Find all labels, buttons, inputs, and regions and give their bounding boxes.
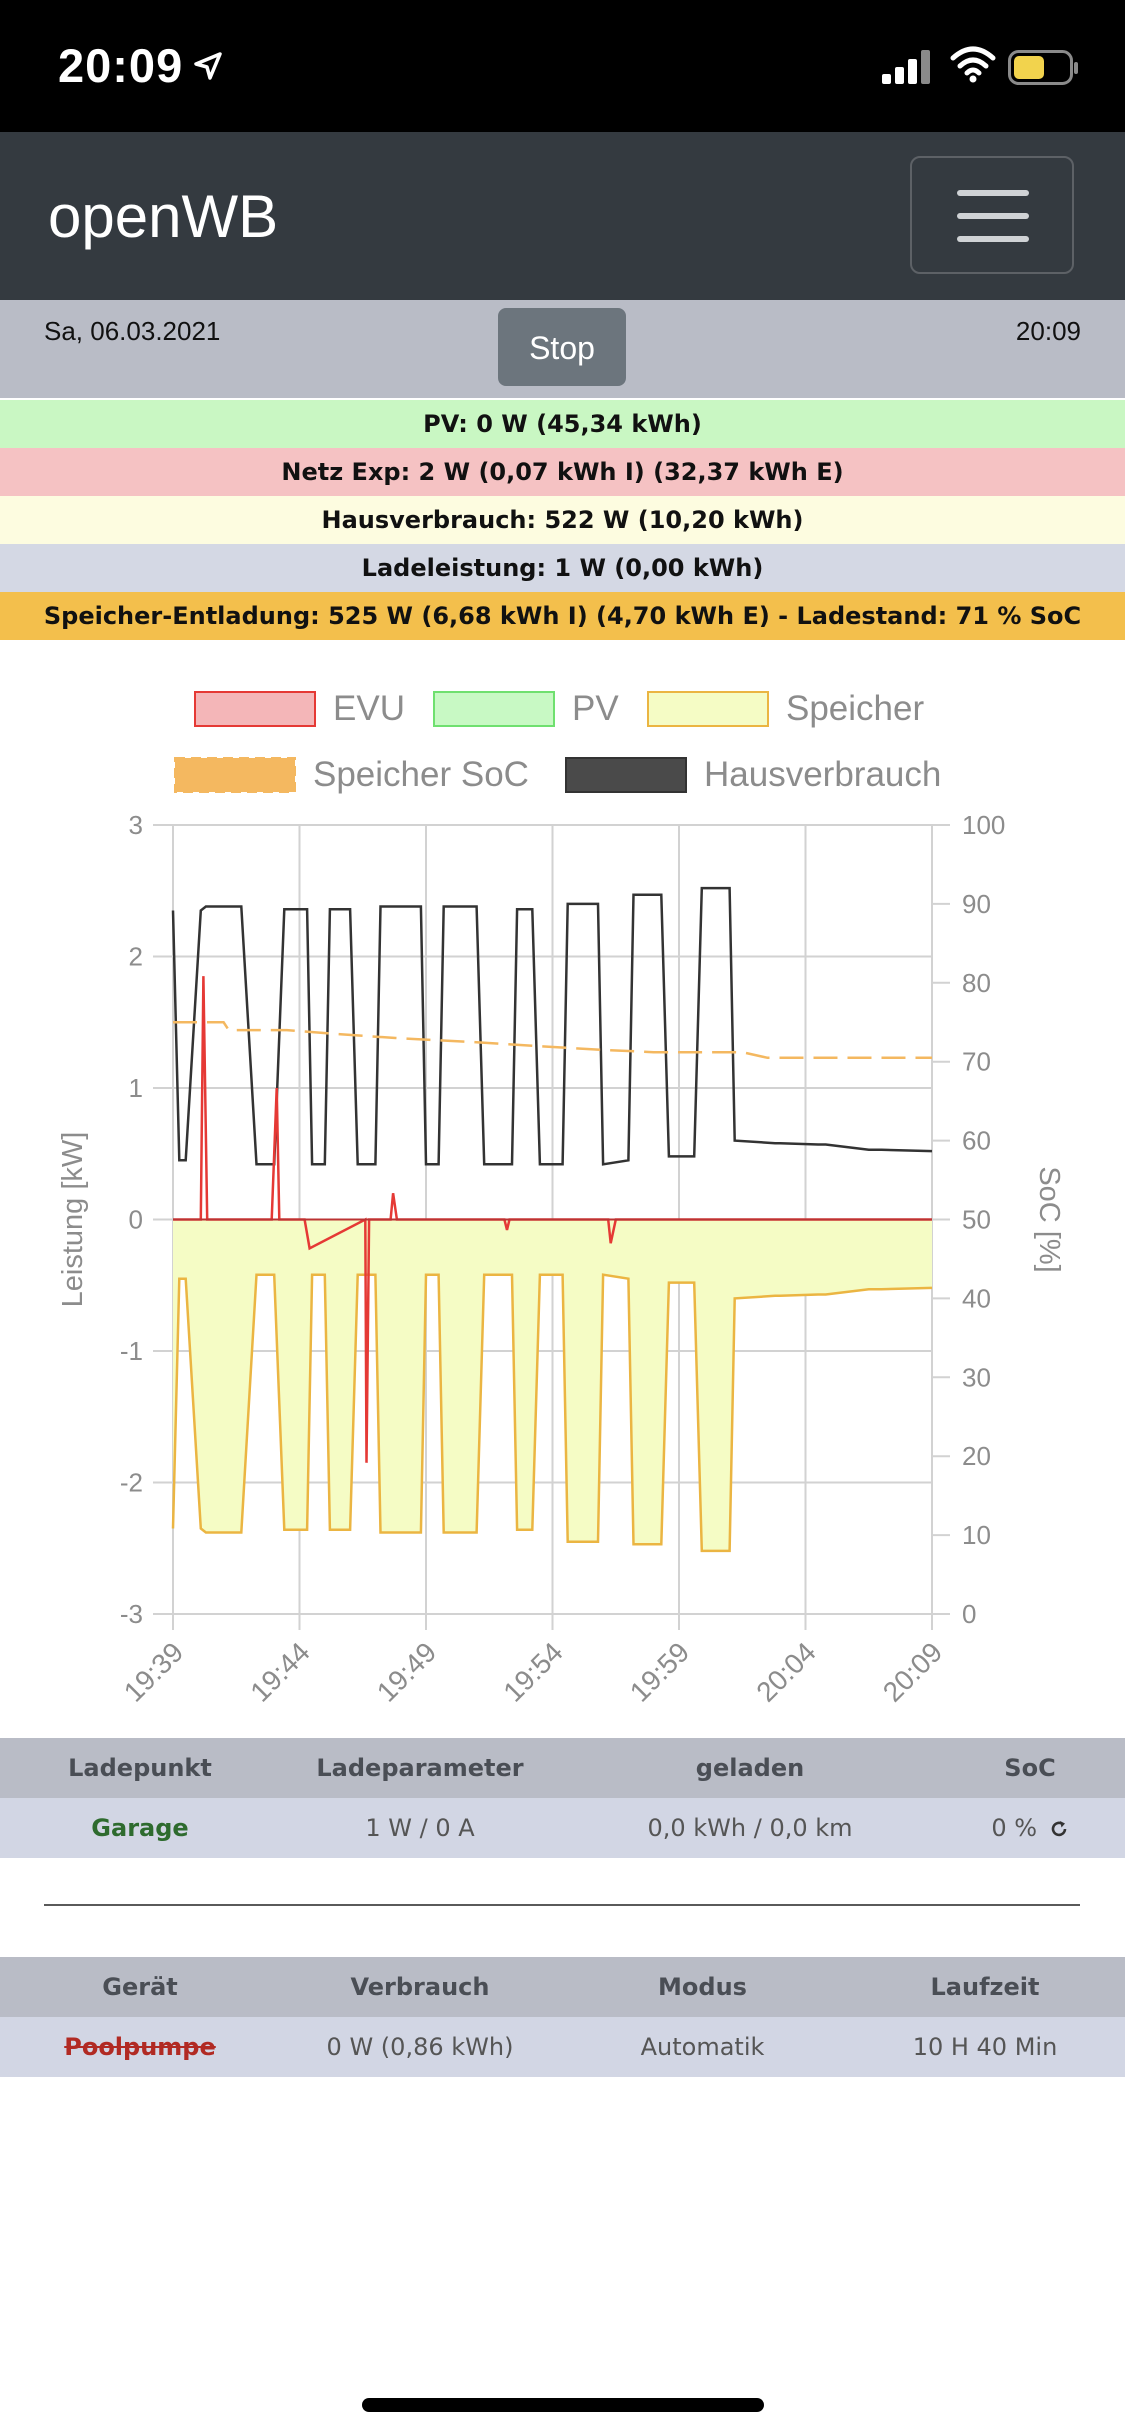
x-tick-label: 19:44 xyxy=(244,1636,315,1707)
y2-tick-label: 70 xyxy=(962,1047,991,1077)
series-hausverbrauch-line xyxy=(171,886,933,1166)
y-tick-label: -3 xyxy=(120,1599,143,1629)
power-chart: EVU PV Speicher Speicher SoC Hausverbrauch 3… xyxy=(0,640,1125,1730)
legend-label-speicher: Speicher xyxy=(786,689,924,728)
x-tick-label: 20:09 xyxy=(877,1636,948,1707)
y-tick-label: -2 xyxy=(120,1468,143,1498)
legend-label-pv: PV xyxy=(572,689,619,728)
stop-button[interactable]: Stop xyxy=(498,308,626,386)
legend-swatch-pv xyxy=(433,691,555,727)
y2-tick-label: 10 xyxy=(962,1520,991,1550)
refresh-icon[interactable] xyxy=(1049,1819,1069,1839)
hamburger-menu-icon-line xyxy=(957,213,1029,219)
x-tick-label: 19:59 xyxy=(624,1636,695,1707)
x-tick-label: 19:54 xyxy=(497,1636,568,1707)
series-speicher-line xyxy=(171,1273,933,1553)
series-speicher-area xyxy=(173,1219,932,1551)
chart-series xyxy=(171,886,933,1553)
header-ladepunkt: Ladepunkt xyxy=(68,1754,212,1782)
cellular-signal-icon xyxy=(882,50,930,84)
y2-tick-label: 20 xyxy=(962,1441,991,1471)
geraet-name-poolpumpe[interactable]: Poolpumpe xyxy=(64,2033,216,2061)
legend-swatch-speicher-soc xyxy=(174,757,296,793)
y2-tick-label: 80 xyxy=(962,968,991,998)
menu-toggle-button[interactable] xyxy=(910,156,1074,274)
netz-status: Netz Exp: 2 W (0,07 kWh I) (32,37 kWh E) xyxy=(0,448,1125,496)
ladepunkt-table-header: Ladepunkt Ladeparameter geladen SoC xyxy=(0,1738,1125,1798)
hausverbrauch-status: Hausverbrauch: 522 W (10,20 kWh) xyxy=(0,496,1125,544)
battery-icon xyxy=(1008,50,1078,85)
ladepunkt-name-garage[interactable]: Garage xyxy=(91,1814,189,1842)
legend-swatch-speicher xyxy=(647,691,769,727)
modus-value: Automatik xyxy=(640,2033,765,2061)
header-modus: Modus xyxy=(658,1973,747,2001)
pv-status: PV: 0 W (45,34 kWh) xyxy=(0,400,1125,448)
header-soc: SoC xyxy=(1004,1754,1056,1782)
navbar: openWB xyxy=(0,132,1125,300)
time-label: 20:09 xyxy=(1015,316,1081,346)
geraet-table-header: Gerät Verbrauch Modus Laufzeit xyxy=(0,1957,1125,2017)
y2-tick-label: 0 xyxy=(962,1599,976,1629)
x-tick-label: 19:39 xyxy=(118,1636,189,1707)
y-tick-label: 1 xyxy=(129,1073,143,1103)
wifi-icon xyxy=(950,46,996,83)
verbrauch-value: 0 W (0,86 kWh) xyxy=(326,2033,514,2061)
header-geladen: geladen xyxy=(695,1754,805,1782)
y-tick-label: 0 xyxy=(129,1205,143,1235)
status-time: 20:09 xyxy=(58,39,184,92)
section-divider xyxy=(44,1904,1080,1906)
y2-tick-label: 90 xyxy=(962,889,991,919)
series-speicher-soc-line xyxy=(173,1021,932,1060)
info-row: Sa, 06.03.2021 Stop 20:09 xyxy=(0,300,1125,398)
table-row: Garage 1 W / 0 A 0,0 kWh / 0,0 km 0 % xyxy=(0,1798,1125,1858)
y2-tick-label: 40 xyxy=(962,1283,991,1313)
legend-label-evu: EVU xyxy=(333,689,405,728)
legend-label-hausverbrauch: Hausverbrauch xyxy=(704,755,941,794)
home-indicator[interactable] xyxy=(362,2398,764,2412)
header-laufzeit: Laufzeit xyxy=(930,1973,1040,2001)
y2-tick-label: 30 xyxy=(962,1362,991,1392)
soc-value: 0 % xyxy=(991,1814,1038,1842)
laufzeit-value: 10 H 40 Min xyxy=(912,2033,1058,2061)
header-ladeparameter: Ladeparameter xyxy=(316,1754,524,1782)
ladeleistung-status: Ladeleistung: 1 W (0,00 kWh) xyxy=(0,544,1125,592)
chart-legend: EVU PV Speicher Speicher SoC Hausverbrauch xyxy=(174,689,941,794)
y-axis-label: Leistung [kW] xyxy=(57,1132,89,1308)
brand-title[interactable]: openWB xyxy=(48,183,279,250)
power-chart-svg: EVU PV Speicher Speicher SoC Hausverbrauch 3… xyxy=(57,689,1065,1708)
date-label: Sa, 06.03.2021 xyxy=(44,316,221,346)
y-tick-label: 2 xyxy=(129,942,143,972)
legend-label-speicher-soc: Speicher SoC xyxy=(313,755,529,794)
soc-cell: 0 % xyxy=(930,1798,1125,1858)
geladen-value: 0,0 kWh / 0,0 km xyxy=(647,1814,853,1842)
legend-swatch-hausverbrauch xyxy=(565,757,687,793)
y2-tick-label: 100 xyxy=(962,810,1005,840)
ladeparameter-value: 1 W / 0 A xyxy=(365,1814,475,1842)
table-row: Poolpumpe 0 W (0,86 kWh) Automatik 10 H … xyxy=(0,2017,1125,2077)
x-tick-label: 19:49 xyxy=(371,1636,442,1707)
y-tick-label: 3 xyxy=(129,810,143,840)
header-geraet: Gerät xyxy=(102,1973,178,2001)
hamburger-menu-icon xyxy=(957,190,1029,196)
x-tick-label: 20:04 xyxy=(750,1636,821,1707)
header-verbrauch: Verbrauch xyxy=(350,1973,490,2001)
legend-swatch-evu xyxy=(194,691,316,727)
location-arrow-icon xyxy=(194,52,222,80)
ios-status-bar: 20:09 xyxy=(0,0,1125,132)
speicher-status: Speicher-Entladung: 525 W (6,68 kWh I) (… xyxy=(0,592,1125,640)
y2-tick-label: 50 xyxy=(962,1205,991,1235)
y2-axis-label: SoC [%] xyxy=(1033,1166,1065,1272)
hamburger-menu-icon-line xyxy=(957,236,1029,242)
y2-tick-label: 60 xyxy=(962,1126,991,1156)
y-tick-label: -1 xyxy=(120,1336,143,1366)
